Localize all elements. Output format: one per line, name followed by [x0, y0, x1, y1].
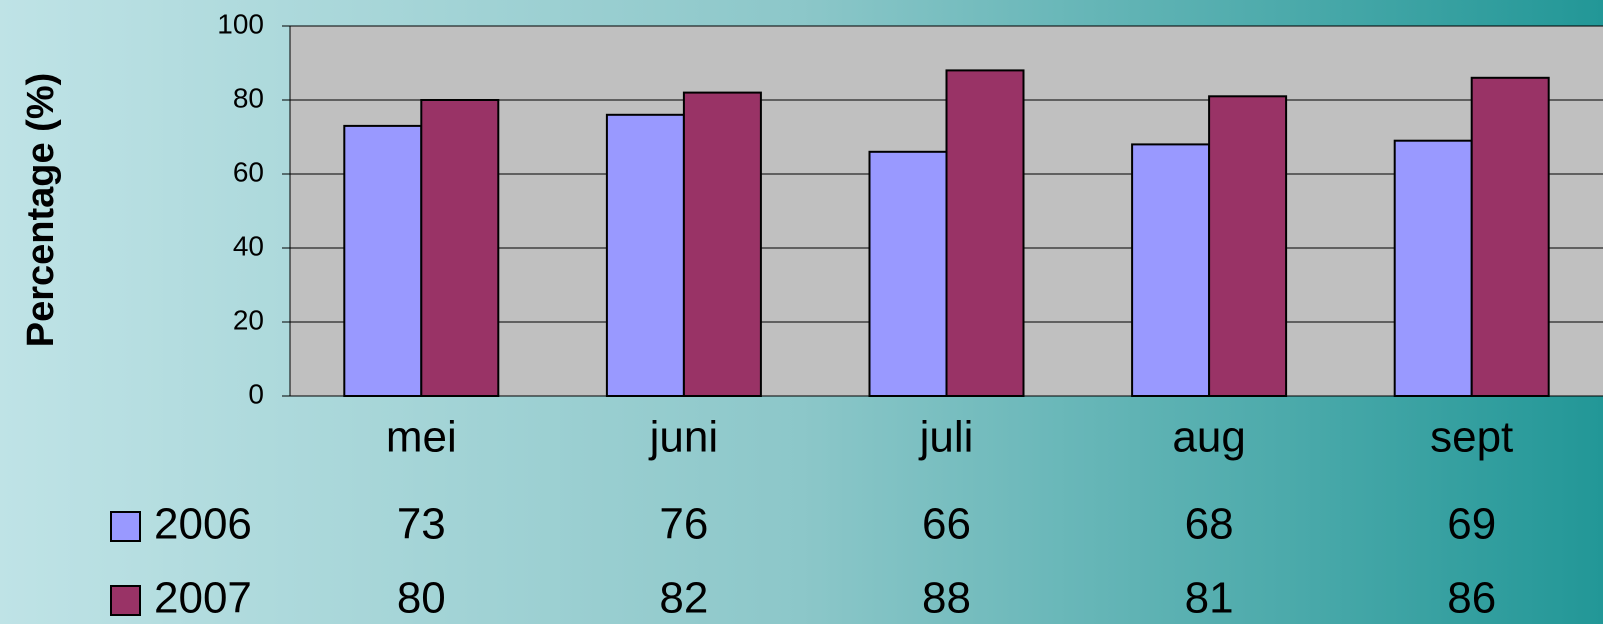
bar [343, 124, 423, 398]
table-value: 76 [659, 500, 708, 549]
table-value: 73 [397, 500, 446, 549]
x-tick-label: juni [648, 413, 719, 462]
x-tick-label: sept [1430, 413, 1513, 462]
table-value: 69 [1447, 500, 1496, 549]
y-axis-title: Percentage (%) [20, 73, 62, 348]
y-tick-label: 40 [233, 230, 264, 261]
table-value: 66 [922, 500, 971, 549]
legend-swatch [110, 585, 141, 616]
table-value: 82 [659, 574, 708, 623]
y-tick-label: 20 [233, 304, 264, 335]
x-tick-label: juli [918, 413, 974, 462]
legend-label: 2007 [154, 574, 252, 623]
y-tick-label: 100 [217, 8, 264, 39]
table-value: 80 [397, 574, 446, 623]
bar [1131, 143, 1211, 397]
bar [420, 99, 500, 397]
bar [682, 91, 762, 397]
x-tick-label: mei [386, 413, 457, 462]
table-value: 81 [1185, 574, 1234, 623]
bar [1470, 76, 1550, 398]
bar [1208, 95, 1288, 398]
table-value: 88 [922, 574, 971, 623]
bar [945, 69, 1025, 398]
y-tick-label: 60 [233, 156, 264, 187]
bar [1393, 139, 1473, 397]
legend-label: 2006 [154, 500, 252, 549]
legend-swatch [110, 511, 141, 542]
table-value: 68 [1185, 500, 1234, 549]
bar [868, 150, 948, 397]
x-tick-label: aug [1172, 413, 1245, 462]
y-tick-label: 80 [233, 82, 264, 113]
y-tick-label: 0 [248, 378, 264, 409]
bar [605, 113, 685, 398]
table-value: 86 [1447, 574, 1496, 623]
